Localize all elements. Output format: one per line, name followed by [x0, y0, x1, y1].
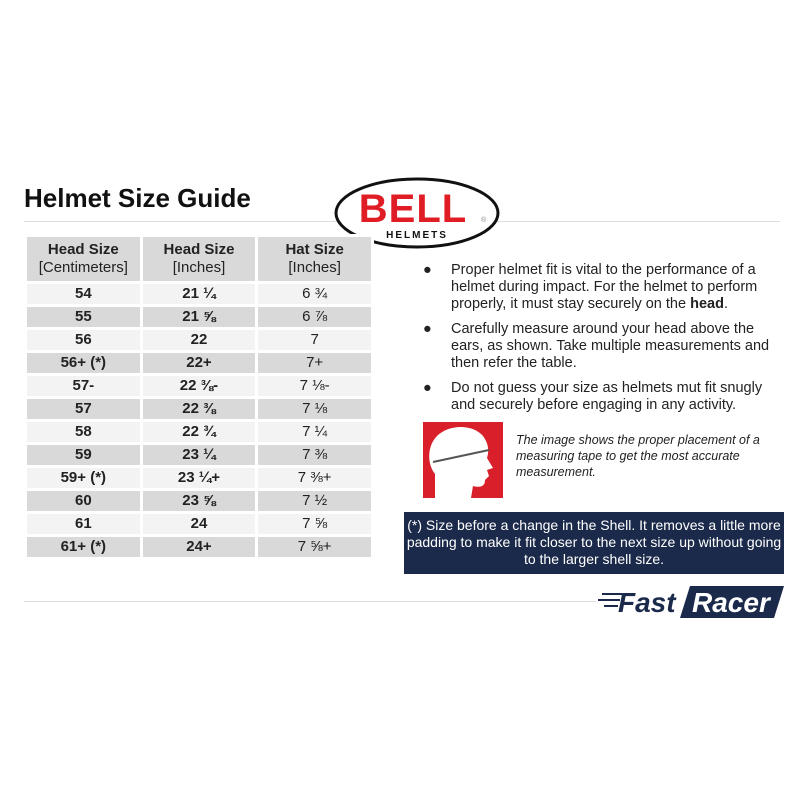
- header-title: Hat Size: [285, 241, 344, 258]
- table-cell: 22: [139, 327, 259, 353]
- table-row: 57- 22 ⅜- 7 ⅛-: [24, 373, 374, 399]
- bullet-item: ● Do not guess your size as helmets mut f…: [423, 380, 783, 414]
- bell-helmets-logo: BELL HELMETS ®: [334, 177, 500, 249]
- fastracer-logo: Fast Racer: [598, 586, 784, 618]
- table-cell: 58: [24, 419, 143, 445]
- table-cell: 57-: [24, 373, 143, 399]
- bullet-text: Proper helmet fit is vital to the perfor…: [451, 262, 758, 312]
- head-measurement-image: [423, 422, 503, 498]
- table-cell: 7 ⅛: [255, 396, 374, 422]
- bullet-item: ● Proper helmet fit is vital to the perfo…: [423, 262, 783, 313]
- table-cell: 22 ¾: [139, 419, 259, 445]
- table-row: 56+ (*) 22+ 7+: [24, 350, 374, 376]
- table-cell: 7+: [255, 350, 374, 376]
- table-cell: 7 ⅝+: [255, 534, 374, 560]
- table-cell: 7 ⅛-: [255, 373, 374, 399]
- table-row: 61 24 7 ⅝: [24, 511, 374, 537]
- table-cell: 54: [24, 281, 143, 307]
- table-cell: 21 ¼: [139, 281, 259, 307]
- table-cell: 23 ¼: [139, 442, 259, 468]
- header-unit: [Centimeters]: [38, 259, 128, 276]
- page-title: Helmet Size Guide: [24, 183, 251, 213]
- header-unit: [Inches]: [288, 259, 341, 276]
- bullet-text: Do not guess your size as helmets mut fi…: [451, 380, 763, 413]
- svg-text:Fast: Fast: [618, 587, 677, 618]
- size-table: Head Size [Centimeters] Head Size [Inches] H…: [24, 234, 374, 560]
- fit-instructions: ● Proper helmet fit is vital to the perfo…: [423, 262, 783, 422]
- table-cell: 23 ¼+: [139, 465, 259, 491]
- table-row: 56 22 7: [24, 327, 374, 353]
- table-cell: 56+ (*): [24, 350, 143, 376]
- table-cell: 22+: [139, 350, 259, 376]
- table-cell: 23 ⅝: [139, 488, 259, 514]
- table-cell: 7 ⅜+: [255, 465, 374, 491]
- table-cell: 61: [24, 511, 143, 537]
- table-cell: 24+: [139, 534, 259, 560]
- table-cell: 7 ⅝: [255, 511, 374, 537]
- table-cell: 7: [255, 327, 374, 353]
- svg-text:HELMETS: HELMETS: [386, 230, 448, 241]
- head-profile-icon: [429, 427, 493, 498]
- column-header: Head Size [Inches]: [139, 234, 259, 284]
- table-cell: 22 ⅜: [139, 396, 259, 422]
- column-header: Hat Size [Inches]: [255, 234, 374, 284]
- table-cell: 57: [24, 396, 143, 422]
- svg-text:BELL: BELL: [359, 187, 467, 231]
- table-cell: 21 ⅝: [139, 304, 259, 330]
- table-cell: 6 ⅞: [255, 304, 374, 330]
- bullet-icon: ●: [423, 321, 432, 337]
- table-row: 61+ (*) 24+ 7 ⅝+: [24, 534, 374, 560]
- bullet-icon: ●: [423, 262, 432, 278]
- shell-size-note: (*) Size before a change in the Shell. I…: [404, 512, 784, 574]
- table-cell: 59: [24, 442, 143, 468]
- table-row: 59+ (*) 23 ¼+ 7 ⅜+: [24, 465, 374, 491]
- table-cell: 7 ⅜: [255, 442, 374, 468]
- table-cell: 60: [24, 488, 143, 514]
- header-title: Head Size: [47, 241, 119, 258]
- table-cell: 7 ¼: [255, 419, 374, 445]
- bottom-divider: [24, 601, 596, 602]
- svg-text:®: ®: [481, 216, 487, 224]
- table-cell: 59+ (*): [24, 465, 143, 491]
- bullet-text: Carefully measure around your head above…: [451, 321, 770, 371]
- bullet-bold: head: [690, 296, 724, 312]
- bullet-end: .: [723, 296, 728, 312]
- table-cell: 55: [24, 304, 143, 330]
- table-cell: 7 ½: [255, 488, 374, 514]
- table-cell: 56: [24, 327, 143, 353]
- svg-text:Racer: Racer: [692, 587, 772, 618]
- bullet-item: ● Carefully measure around your head abov…: [423, 321, 783, 372]
- table-cell: 24: [139, 511, 259, 537]
- image-caption: The image shows the proper placement of …: [516, 433, 760, 479]
- header-title: Head Size: [163, 241, 235, 258]
- table-cell: 6 ¾: [255, 281, 374, 307]
- table-cell: 61+ (*): [24, 534, 143, 560]
- column-header: Head Size [Centimeters]: [24, 234, 143, 284]
- table-cell: 22 ⅜-: [139, 373, 259, 399]
- header-unit: [Inches]: [172, 259, 226, 276]
- bullet-icon: ●: [423, 380, 432, 396]
